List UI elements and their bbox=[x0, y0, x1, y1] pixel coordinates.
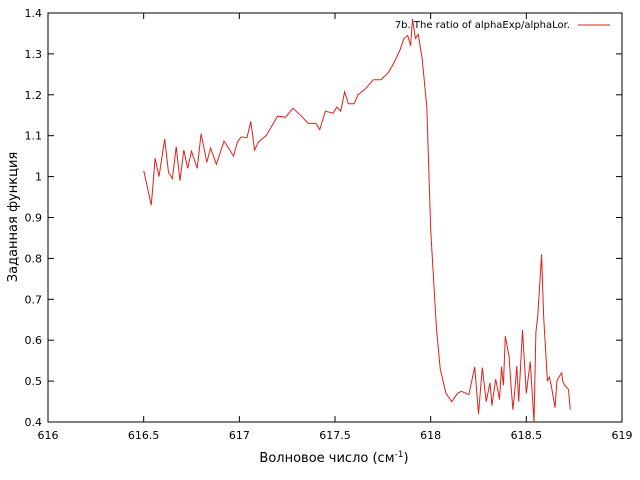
y-tick-label: 0.8 bbox=[25, 252, 43, 265]
y-tick-label: 1 bbox=[35, 171, 42, 184]
x-tick-label: 618 bbox=[420, 429, 441, 442]
y-tick-label: 1.4 bbox=[25, 7, 43, 20]
y-tick-label: 1.2 bbox=[25, 89, 43, 102]
x-tick-label: 619 bbox=[612, 429, 633, 442]
plot-frame bbox=[47, 12, 623, 423]
x-tick-label: 618.5 bbox=[511, 429, 543, 442]
x-axis-title-superscript: -1 bbox=[395, 450, 404, 460]
y-tick-label: 0.4 bbox=[25, 416, 43, 429]
y-tick-label: 0.6 bbox=[25, 334, 43, 347]
x-tick-label: 617 bbox=[229, 429, 250, 442]
x-axis: 616 616.5 617 617.5 618 618.5 619 bbox=[38, 13, 633, 442]
series-line-ratio bbox=[143, 19, 571, 423]
legend: 7b. The ratio of alphaExp/alphaLor. bbox=[395, 20, 610, 31]
x-tick-label: 616.5 bbox=[128, 429, 160, 442]
y-tick-label: 1.3 bbox=[25, 48, 43, 61]
x-tick-label: 616 bbox=[38, 429, 59, 442]
legend-label: 7b. The ratio of alphaExp/alphaLor. bbox=[395, 20, 570, 31]
y-tick-label: 0.5 bbox=[25, 375, 43, 388]
x-axis-title: Волновое число (см-1) bbox=[259, 450, 408, 466]
y-tick-label: 1.1 bbox=[25, 130, 43, 143]
y-tick-label: 0.9 bbox=[25, 212, 43, 225]
y-axis: 0.4 0.5 0.6 0.7 0.8 0.9 1 1.1 1.2 1.3 1.4 bbox=[25, 7, 622, 429]
y-axis-title: Заданная функция bbox=[6, 152, 21, 282]
x-tick-label: 617.5 bbox=[319, 429, 351, 442]
y-tick-label: 0.7 bbox=[25, 293, 43, 306]
